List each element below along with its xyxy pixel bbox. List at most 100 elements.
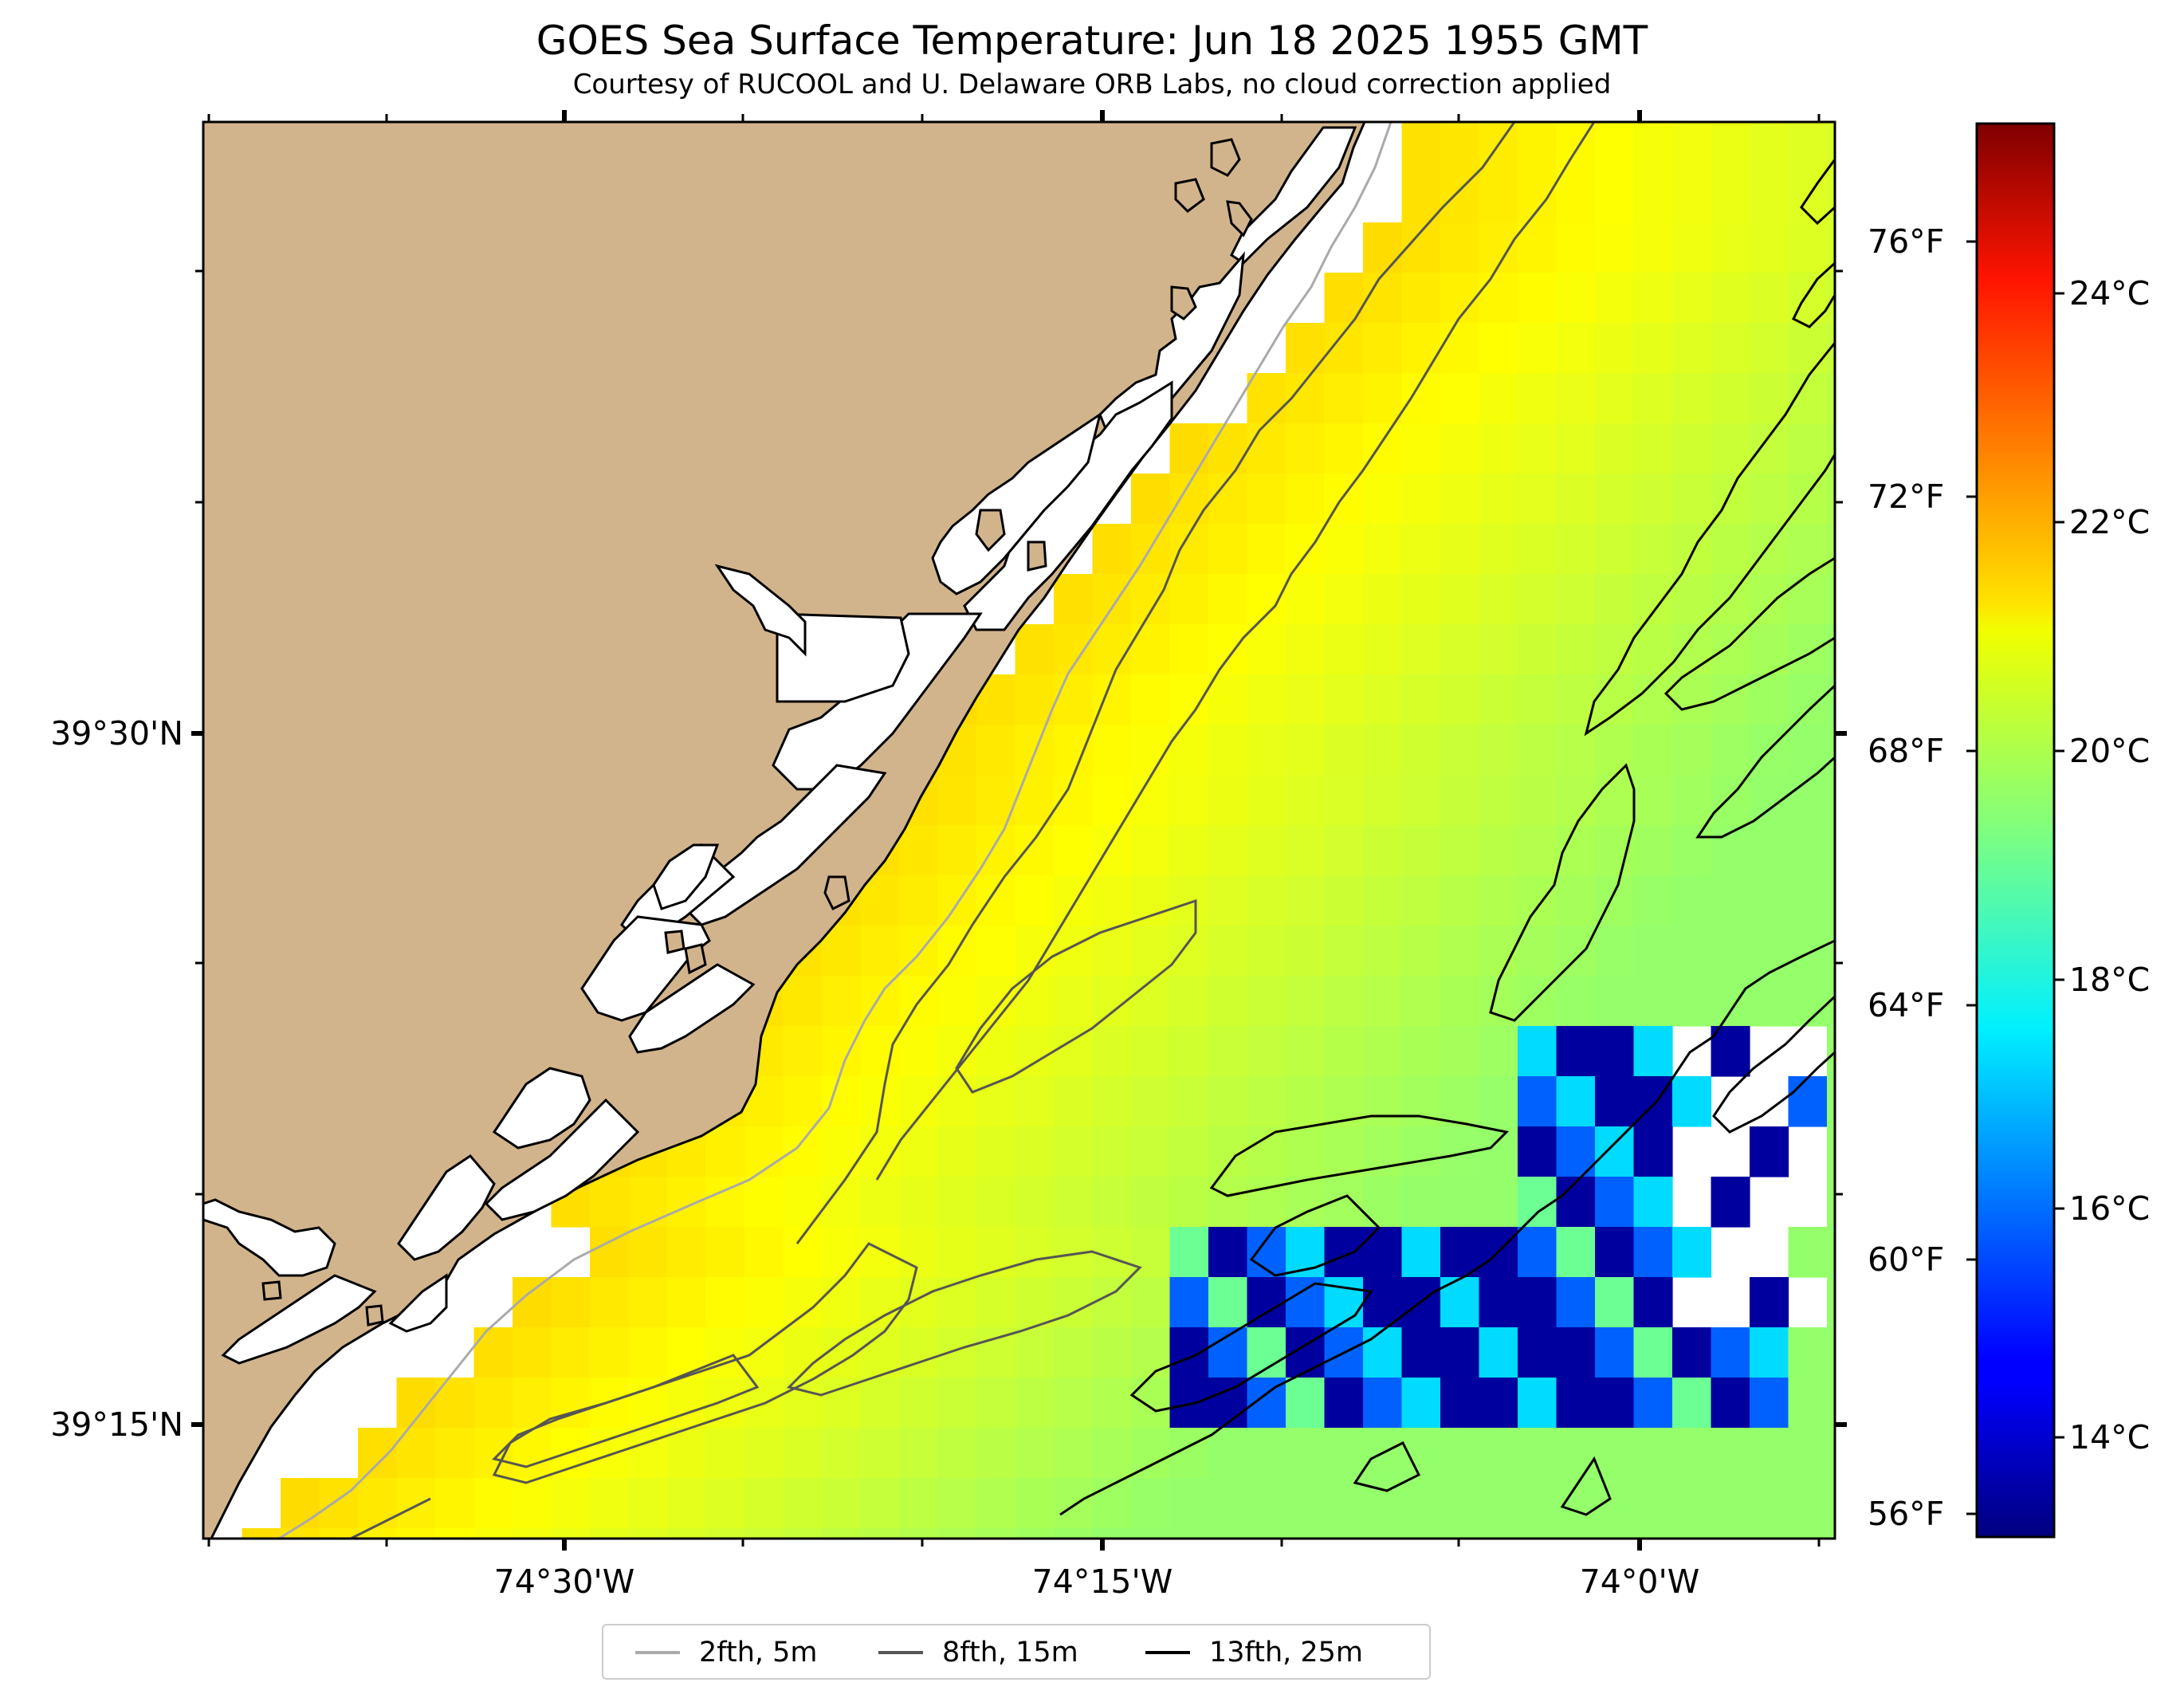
sst-cell — [860, 1428, 900, 1479]
sst-cell — [1672, 1327, 1712, 1378]
sst-cell — [1518, 1026, 1557, 1077]
sst-cell — [1711, 323, 1750, 374]
sst-cell — [1208, 674, 1248, 725]
contour-legend: 2fth, 5m 8fth, 15m 13fth, 25m — [602, 1624, 1431, 1680]
sst-cell — [937, 1177, 977, 1228]
sst-cell — [1440, 926, 1480, 977]
sst-cell — [1208, 524, 1248, 575]
sst-cell — [1169, 1227, 1209, 1278]
sst-cell — [1556, 1026, 1596, 1077]
sst-cell — [1363, 524, 1403, 575]
sst-cell — [1595, 122, 1635, 173]
sst-cell — [1479, 373, 1518, 424]
sst-cell — [1518, 926, 1557, 977]
sst-cell — [1440, 1428, 1480, 1479]
sst-cell — [1131, 875, 1171, 926]
sst-cell — [1169, 1126, 1209, 1177]
sst-cell — [1672, 222, 1712, 273]
sst-cell — [1827, 1528, 1835, 1539]
sst-cell — [435, 1478, 475, 1529]
sst-cell — [1208, 1026, 1248, 1077]
sst-cell — [1440, 674, 1480, 725]
sst-cell — [1092, 524, 1132, 575]
sst-cell — [1595, 1126, 1635, 1177]
sst-cell — [1208, 725, 1248, 776]
sst-cell — [1401, 976, 1441, 1027]
contour-13fth-25m-b — [1664, 556, 1835, 711]
sst-cell — [667, 1378, 707, 1429]
sst-cell — [1788, 1327, 1828, 1378]
sst-cell — [976, 1428, 1016, 1479]
sst-cell — [1208, 474, 1248, 525]
sst-cell — [1363, 1327, 1403, 1378]
sst-cell — [1054, 1528, 1094, 1539]
sst-cell — [976, 1076, 1016, 1127]
sst-cell — [667, 1428, 707, 1479]
sst-cell — [976, 1126, 1016, 1177]
sst-cell — [1092, 624, 1132, 675]
sst-cell — [1401, 1177, 1441, 1228]
colorbar-ticks — [1966, 240, 2064, 1515]
sst-cell — [1286, 976, 1326, 1027]
sst-cell — [1286, 725, 1326, 776]
sst-cell — [1633, 524, 1673, 575]
sst-cell — [1092, 1428, 1132, 1479]
sst-cell — [744, 1227, 784, 1278]
sst-cell — [667, 1227, 707, 1278]
sst-cell — [628, 1277, 668, 1328]
sst-cell — [1208, 1478, 1248, 1529]
sst-cell — [1401, 1478, 1441, 1529]
sst-cell — [1208, 976, 1248, 1027]
sst-cell — [1479, 1277, 1518, 1328]
sst-cell — [1015, 1177, 1055, 1228]
sst-cell — [1595, 674, 1635, 725]
sst-cell — [1827, 674, 1835, 725]
sst-cell — [1711, 875, 1750, 926]
sst-cell — [937, 1277, 977, 1328]
sst-cell — [1131, 674, 1171, 725]
sst-cell — [1711, 1177, 1750, 1228]
sst-cell — [1633, 222, 1673, 273]
sst-cell — [1169, 524, 1209, 575]
sst-cell — [822, 1528, 862, 1539]
sst-cell — [1169, 1327, 1209, 1378]
sst-cell — [1595, 373, 1635, 424]
sst-cell — [1286, 875, 1326, 926]
sst-cell — [1440, 976, 1480, 1027]
sst-cell — [1788, 474, 1828, 525]
sst-cell — [1247, 976, 1286, 1027]
sst-cell — [1556, 273, 1596, 324]
sst-cell — [860, 1227, 900, 1278]
sst-cell — [899, 1378, 939, 1429]
sst-cell — [1556, 524, 1596, 575]
sst-cell — [1440, 1327, 1480, 1378]
sst-cell — [1518, 524, 1557, 575]
sst-cell — [1324, 875, 1364, 926]
sst-cell — [1518, 725, 1557, 776]
sst-cell — [976, 1327, 1016, 1378]
sst-cell — [1556, 775, 1596, 826]
sst-cell — [1247, 825, 1286, 876]
sst-cell — [1363, 574, 1403, 625]
sst-cell — [1401, 1126, 1441, 1177]
sst-cell — [1015, 1277, 1055, 1328]
sst-cell — [822, 1126, 862, 1177]
sst-cell — [1788, 825, 1828, 876]
sst-cell — [783, 1428, 823, 1479]
sst-cell — [1247, 1428, 1286, 1479]
contour-8fth-15m-c — [955, 898, 1197, 1094]
sst-cell — [513, 1478, 552, 1529]
sst-cell — [1401, 1327, 1441, 1378]
sst-cell — [628, 1327, 668, 1378]
sst-cell — [1169, 1528, 1209, 1539]
sst-cell — [667, 1277, 707, 1328]
sst-cell — [551, 1277, 591, 1328]
sst-cell — [1750, 674, 1789, 725]
sst-cell — [1401, 172, 1441, 223]
sst-cell — [1208, 1076, 1248, 1127]
sst-cell — [1827, 1227, 1835, 1278]
sst-cell — [1247, 524, 1286, 575]
sst-cell — [1518, 674, 1557, 725]
sst-cell — [1092, 674, 1132, 725]
